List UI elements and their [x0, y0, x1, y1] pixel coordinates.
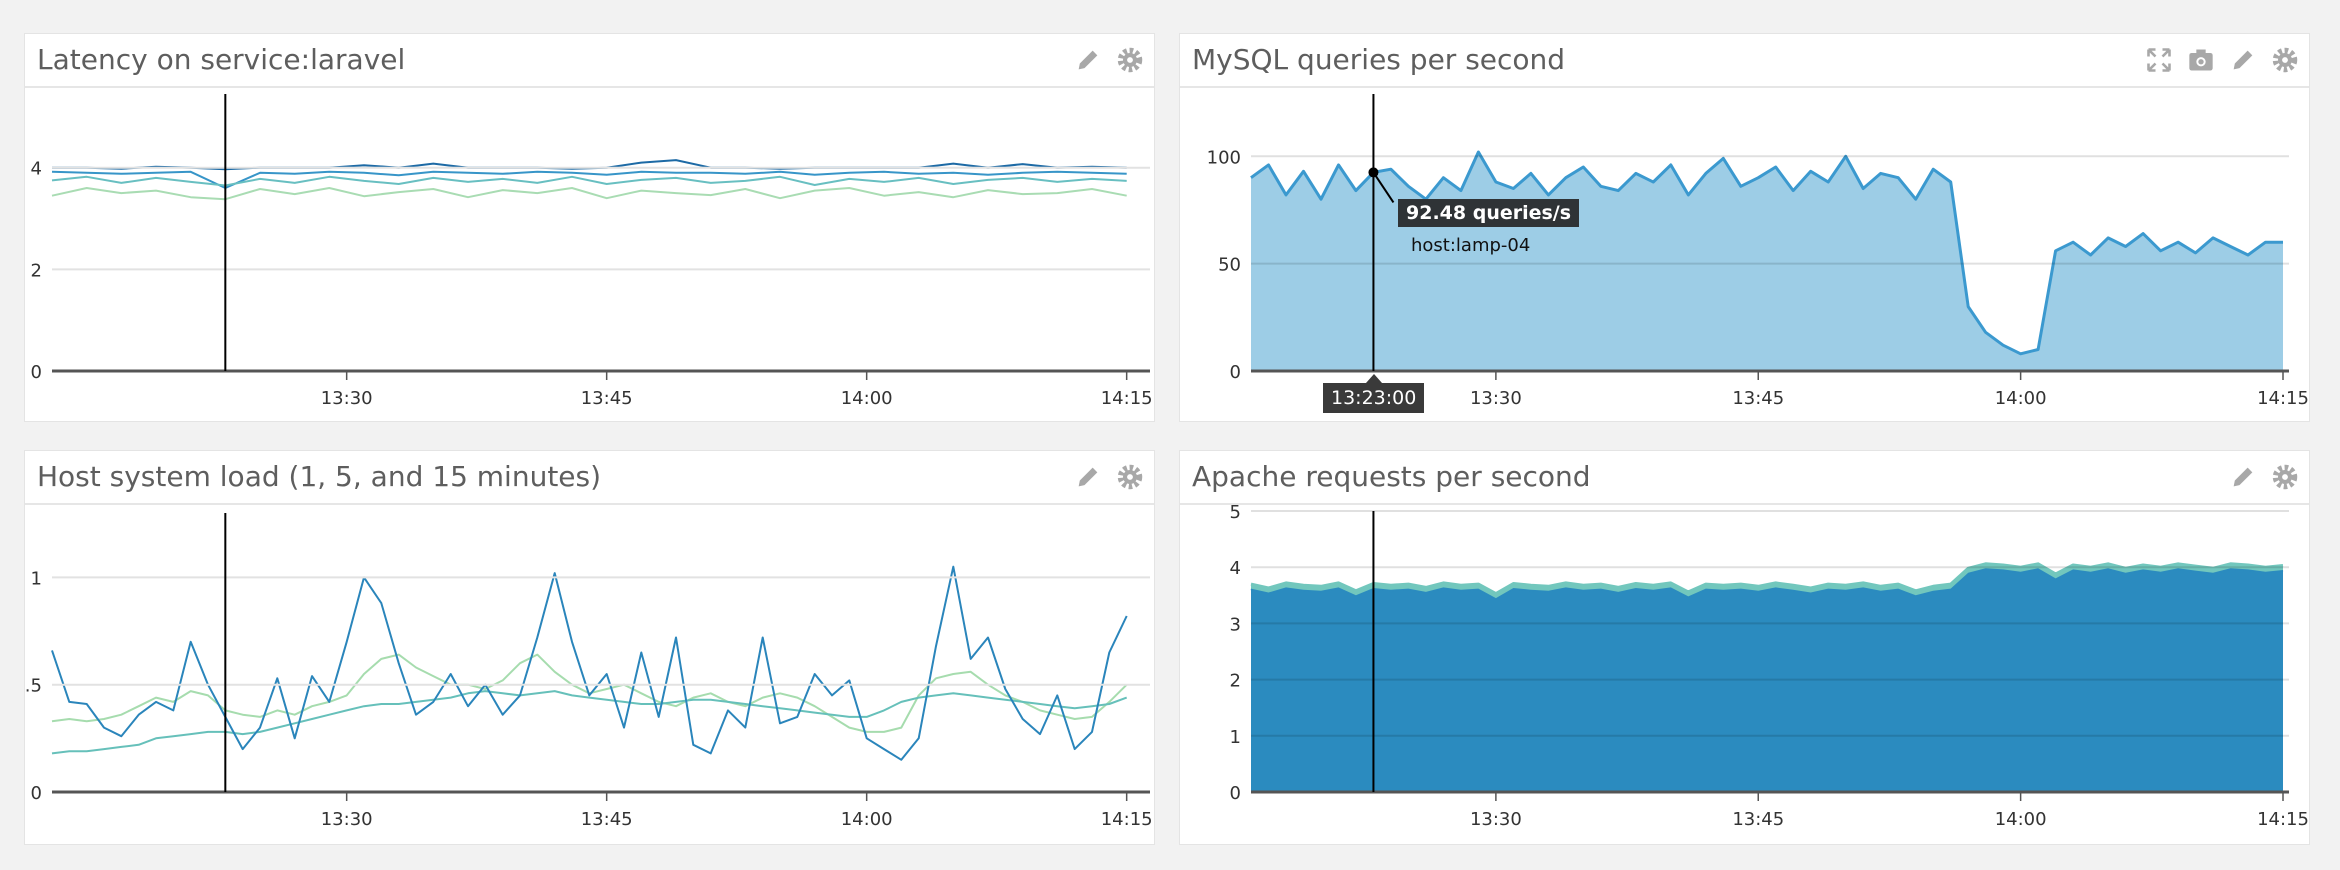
- line-series-2: [51, 175, 1127, 187]
- pencil-icon[interactable]: [1074, 463, 1102, 491]
- x-tick-label: 14:15: [1101, 388, 1153, 409]
- cursor-time-label: 13:23:00: [1323, 374, 1425, 413]
- y-tick-label: 2: [31, 260, 42, 281]
- x-tick-label: 14:15: [2257, 809, 2309, 830]
- line-series-2: [51, 565, 1128, 761]
- y-tick-label: 1: [31, 568, 42, 589]
- widget-apache-requests: Apache requests per second 0 1 2 3 4 5 13:30 13…: [1179, 450, 2310, 845]
- gear-icon[interactable]: [2271, 46, 2299, 74]
- x-tick-label: 14:00: [1995, 809, 2047, 830]
- tooltip-connector: [1372, 171, 1395, 203]
- tooltip-host: host:lamp-04: [1411, 235, 1531, 256]
- y-tick-label: 0.5: [25, 676, 42, 697]
- widget-title: Latency on service:laravel: [37, 43, 406, 76]
- line-series-0: [1250, 150, 2283, 356]
- y-tick-label: 0: [1230, 362, 1241, 383]
- widget-title: Apache requests per second: [1192, 460, 1591, 493]
- x-tick-label: 14:15: [2257, 388, 2309, 409]
- y-tick-label: 4: [31, 159, 42, 180]
- line-series-1: [51, 690, 1128, 755]
- y-tick-label: 0: [1230, 783, 1241, 804]
- y-tick-label: 50: [1218, 255, 1241, 276]
- chart-host-load: 0 0.5 1 13:30 13:45 14:00 14:15: [25, 513, 1153, 830]
- chart-latency: 0 2 4 13:30 13:45 14:00 14:15: [31, 94, 1153, 409]
- x-tick-label: 13:30: [321, 809, 373, 830]
- tooltip-value: 92.48 queries/s: [1398, 199, 1580, 227]
- widget-latency: Latency on service:laravel 0 2 4 13:30 13:45…: [24, 33, 1155, 422]
- widget-title: MySQL queries per second: [1192, 43, 1566, 76]
- widget-actions: [1074, 463, 1144, 491]
- widget-host-load: Host system load (1, 5, and 15 minutes) …: [24, 450, 1155, 845]
- line-series-1: [51, 170, 1127, 189]
- y-tick-label: 4: [1230, 558, 1241, 579]
- x-tick-label: 14:15: [1101, 809, 1153, 830]
- x-tick-label: 14:00: [1995, 388, 2047, 409]
- expand-icon[interactable]: [2145, 46, 2173, 74]
- line-series-3: [51, 187, 1127, 201]
- gear-icon[interactable]: [1116, 463, 1144, 491]
- y-tick-label: 100: [1207, 147, 1241, 168]
- y-tick-label: 3: [1230, 614, 1241, 635]
- area-series-0: [1251, 568, 2283, 792]
- x-tick-label: 13:30: [1470, 388, 1522, 409]
- x-tick-label: 13:45: [1732, 809, 1784, 830]
- widget-header: Latency on service:laravel: [25, 34, 1154, 88]
- widget-header: Host system load (1, 5, and 15 minutes): [25, 451, 1154, 505]
- hover-point-marker: [1368, 167, 1379, 178]
- chart-mysql: 0 50 100 13:30 13:45 14:00 14:15: [1207, 94, 2309, 409]
- x-tick-label: 13:45: [581, 388, 633, 409]
- camera-icon[interactable]: [2187, 46, 2215, 74]
- area-series-1: [1251, 563, 2283, 599]
- chart-apache: 0 1 2 3 4 5 13:30 13:45 14:00 14:15: [1230, 502, 2309, 830]
- y-tick-label: 0: [31, 783, 42, 804]
- x-tick-label: 13:45: [581, 809, 633, 830]
- widget-mysql-queries: MySQL queries per second 0 50 100 13:30 13:4…: [1179, 33, 2310, 422]
- x-tick-label: 14:00: [841, 388, 893, 409]
- y-tick-label: 2: [1230, 671, 1241, 692]
- gear-icon[interactable]: [2271, 463, 2299, 491]
- widget-actions: [1074, 46, 1144, 74]
- line-series-1: [1250, 562, 2284, 596]
- widget-header: MySQL queries per second: [1180, 34, 2309, 88]
- x-tick-label: 13:30: [1470, 809, 1522, 830]
- y-tick-label: 1: [1230, 727, 1241, 748]
- pencil-icon[interactable]: [2229, 46, 2257, 74]
- y-tick-label: 5: [1230, 502, 1241, 523]
- widget-title: Host system load (1, 5, and 15 minutes): [37, 460, 602, 493]
- x-tick-label: 13:45: [1732, 388, 1784, 409]
- widget-actions: [2145, 46, 2299, 74]
- y-tick-label: 0: [31, 362, 42, 383]
- x-tick-label: 13:30: [321, 388, 373, 409]
- pencil-icon[interactable]: [2229, 463, 2257, 491]
- widget-header: Apache requests per second: [1180, 451, 2309, 505]
- widget-actions: [2229, 463, 2299, 491]
- pencil-icon[interactable]: [1074, 46, 1102, 74]
- x-tick-label: 14:00: [841, 809, 893, 830]
- gear-icon[interactable]: [1116, 46, 1144, 74]
